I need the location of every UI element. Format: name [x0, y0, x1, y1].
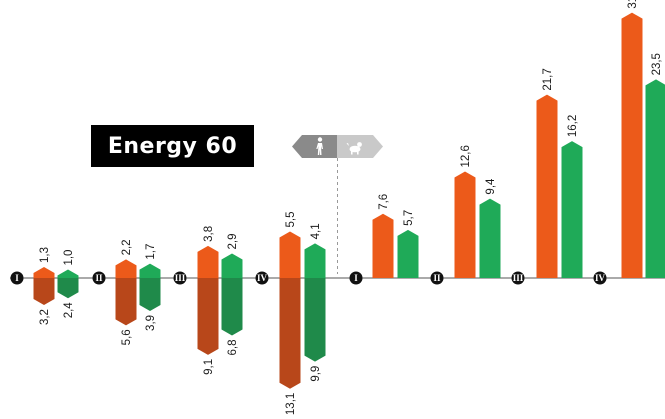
bar-green-up-2	[139, 263, 161, 278]
title-box: Energy 60	[91, 125, 254, 167]
label-orange-down-2: 5,6	[121, 329, 133, 345]
category-marker-right-1: I	[349, 271, 363, 285]
label-green-4: 23,5	[651, 53, 663, 75]
label-orange-2: 12,6	[460, 145, 472, 167]
category-label-left-3: III	[175, 273, 186, 283]
category-marker-left-4: IV	[255, 271, 269, 285]
person-walking-icon	[316, 137, 323, 155]
label-green-2: 9,4	[485, 178, 497, 195]
category-label-left-4: IV	[257, 273, 268, 283]
category-marker-left-1: I	[10, 271, 24, 285]
category-label-right-1: I	[354, 273, 358, 283]
label-orange-up-4: 5,5	[285, 212, 297, 228]
animal-icon	[346, 142, 362, 155]
category-label-left-2: II	[95, 273, 103, 283]
bar-orange-4	[621, 12, 643, 278]
category-label-right-3: III	[513, 273, 524, 283]
bar-green-down-2	[139, 278, 161, 311]
category-label-right-4: IV	[595, 273, 606, 283]
bar-green-1	[397, 229, 419, 278]
bar-green-down-1	[57, 278, 79, 299]
category-marker-right-3: III	[511, 271, 525, 285]
label-orange-up-1: 1,3	[39, 247, 51, 263]
category-label-right-2: II	[433, 273, 441, 283]
bar-green-down-4	[304, 278, 326, 362]
bar-orange-3	[536, 94, 558, 278]
bar-green-3	[561, 141, 583, 278]
category-marker-left-3: III	[173, 271, 187, 285]
bar-green-up-1	[57, 269, 79, 278]
label-orange-up-3: 3,8	[203, 226, 215, 242]
bar-green-down-3	[221, 278, 243, 336]
label-orange-3: 21,7	[542, 68, 554, 90]
bar-green-up-4	[304, 243, 326, 278]
bar-green-2	[479, 198, 501, 278]
label-green-1: 5,7	[403, 210, 415, 226]
category-marker-right-4: IV	[593, 271, 607, 285]
bar-orange-down-1	[33, 278, 55, 306]
bar-orange-1	[372, 213, 394, 278]
label-orange-1: 7,6	[378, 194, 390, 210]
label-green-down-4: 9,9	[310, 366, 322, 382]
label-green-up-3: 2,9	[227, 233, 239, 249]
label-green-down-3: 6,8	[227, 339, 239, 355]
category-marker-right-2: II	[430, 271, 444, 285]
bar-orange-down-4	[279, 278, 301, 389]
label-green-down-2: 3,9	[145, 315, 157, 331]
label-green-up-4: 4,1	[310, 223, 322, 239]
label-orange-4: 31,4	[627, 0, 639, 9]
label-green-up-1: 1,0	[63, 250, 75, 266]
label-orange-down-3: 9,1	[203, 359, 215, 375]
chart-title: Energy 60	[107, 133, 238, 159]
bar-orange-2	[454, 171, 476, 278]
bar-green-up-3	[221, 253, 243, 278]
bar-orange-up-3	[197, 245, 219, 278]
bar-orange-up-4	[279, 231, 301, 278]
category-label-left-1: I	[15, 273, 19, 283]
label-orange-up-2: 2,2	[121, 239, 133, 255]
legend-toggle[interactable]	[292, 135, 383, 158]
bar-orange-down-2	[115, 278, 137, 326]
label-green-down-1: 2,4	[63, 302, 75, 319]
label-orange-down-4: 13,1	[285, 393, 297, 415]
bar-orange-down-3	[197, 278, 219, 355]
bar-green-4	[645, 79, 665, 278]
label-green-up-2: 1,7	[145, 244, 157, 260]
bar-orange-up-1	[33, 267, 55, 278]
legend-left-half[interactable]	[292, 135, 337, 158]
bar-orange-up-2	[115, 259, 137, 278]
category-marker-left-2: II	[92, 271, 106, 285]
label-orange-down-1: 3,2	[39, 309, 51, 325]
label-green-3: 16,2	[567, 115, 579, 137]
